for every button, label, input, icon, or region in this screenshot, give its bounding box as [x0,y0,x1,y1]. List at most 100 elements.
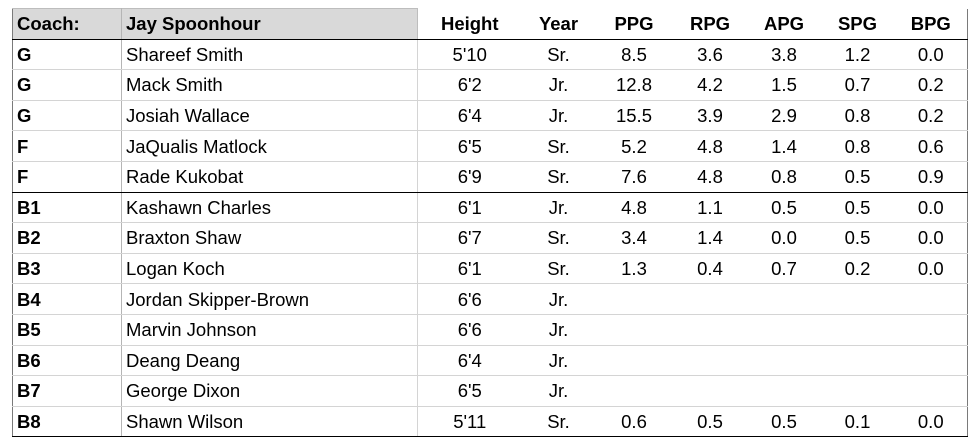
player-name: George Dixon [121,375,418,407]
ppg-cell: 8.5 [595,39,673,71]
position-cell: B8 [12,406,122,438]
year-cell: Jr. [521,314,596,346]
player-name: Shawn Wilson [121,406,418,438]
rpg-cell: 3.9 [672,100,748,132]
bpg-cell [894,375,968,407]
height-cell: 6'9 [417,161,522,193]
ppg-cell: 3.4 [595,222,673,254]
spg-cell: 0.8 [820,130,895,162]
ppg-cell [595,345,673,377]
ppg-cell: 1.3 [595,253,673,285]
apg-cell: 0.7 [747,253,821,285]
ppg-cell: 12.8 [595,69,673,101]
bpg-cell: 0.0 [894,39,968,71]
player-name: Kashawn Charles [121,192,418,224]
height-cell: 6'1 [417,192,522,224]
player-row: B3 Logan Koch 6'1 Sr. 1.3 0.4 0.7 0.2 0.0 [12,253,968,285]
column-header-ppg: PPG [595,8,673,40]
height-cell: 5'11 [417,406,522,438]
rpg-cell: 1.4 [672,222,748,254]
position-cell: B1 [12,192,122,224]
header-row: Coach: Jay Spoonhour Height Year PPG RPG… [12,8,968,40]
bpg-cell: 0.2 [894,100,968,132]
player-row: F Rade Kukobat 6'9 Sr. 7.6 4.8 0.8 0.5 0.9 [12,161,968,193]
spg-cell: 1.2 [820,39,895,71]
bpg-cell: 0.0 [894,222,968,254]
height-cell: 5'10 [417,39,522,71]
height-cell: 6'4 [417,345,522,377]
coach-label: Coach: [12,8,122,40]
bpg-cell: 0.2 [894,69,968,101]
year-cell: Jr. [521,192,596,224]
height-cell: 6'6 [417,314,522,346]
column-header-bpg: BPG [894,8,968,40]
spg-cell: 0.5 [820,222,895,254]
bpg-cell [894,345,968,377]
player-row: G Shareef Smith 5'10 Sr. 8.5 3.6 3.8 1.2 0.0 [12,39,968,71]
player-name: Marvin Johnson [121,314,418,346]
ppg-cell: 15.5 [595,100,673,132]
height-cell: 6'2 [417,69,522,101]
position-cell: B7 [12,375,122,407]
rpg-cell [672,283,748,315]
rpg-cell: 3.6 [672,39,748,71]
position-cell: B4 [12,283,122,315]
player-row: B8 Shawn Wilson 5'11 Sr. 0.6 0.5 0.5 0.1 0.0 [12,406,968,438]
player-name: Rade Kukobat [121,161,418,193]
rpg-cell [672,345,748,377]
bpg-cell [894,283,968,315]
player-row: F JaQualis Matlock 6'5 Sr. 5.2 4.8 1.4 0.8 0.6 [12,130,968,162]
apg-cell: 0.5 [747,406,821,438]
bpg-cell: 0.9 [894,161,968,193]
rpg-cell: 0.5 [672,406,748,438]
player-row: B1 Kashawn Charles 6'1 Jr. 4.8 1.1 0.5 0.5 0.0 [12,192,968,224]
spg-cell: 0.1 [820,406,895,438]
year-cell: Sr. [521,161,596,193]
spg-cell [820,375,895,407]
apg-cell [747,345,821,377]
player-row: G Mack Smith 6'2 Jr. 12.8 4.2 1.5 0.7 0.2 [12,69,968,101]
apg-cell: 1.4 [747,130,821,162]
player-name: Jordan Skipper-Brown [121,283,418,315]
year-cell: Sr. [521,39,596,71]
year-cell: Jr. [521,69,596,101]
spg-cell: 0.8 [820,100,895,132]
player-row: B4 Jordan Skipper-Brown 6'6 Jr. [12,283,968,315]
rpg-cell [672,375,748,407]
position-cell: F [12,161,122,193]
coach-name: Jay Spoonhour [121,8,418,40]
roster-body: G Shareef Smith 5'10 Sr. 8.5 3.6 3.8 1.2 0.0 G Mac… [12,39,968,438]
player-row: B6 Deang Deang 6'4 Jr. [12,345,968,377]
apg-cell [747,283,821,315]
rpg-cell: 0.4 [672,253,748,285]
position-cell: G [12,100,122,132]
position-cell: B2 [12,222,122,254]
spg-cell: 0.2 [820,253,895,285]
ppg-cell [595,283,673,315]
column-header-rpg: RPG [672,8,748,40]
rpg-cell: 4.8 [672,130,748,162]
player-row: G Josiah Wallace 6'4 Jr. 15.5 3.9 2.9 0.8 0.2 [12,100,968,132]
apg-cell [747,314,821,346]
apg-cell [747,375,821,407]
height-cell: 6'7 [417,222,522,254]
apg-cell: 0.8 [747,161,821,193]
spg-cell: 0.5 [820,161,895,193]
rpg-cell [672,314,748,346]
year-cell: Sr. [521,253,596,285]
rpg-cell: 4.2 [672,69,748,101]
player-name: Logan Koch [121,253,418,285]
year-cell: Jr. [521,375,596,407]
height-cell: 6'4 [417,100,522,132]
height-cell: 6'5 [417,130,522,162]
rpg-cell: 1.1 [672,192,748,224]
height-cell: 6'6 [417,283,522,315]
apg-cell: 0.5 [747,192,821,224]
column-header-apg: APG [747,8,821,40]
column-header-height: Height [417,8,522,40]
apg-cell: 2.9 [747,100,821,132]
player-name: Deang Deang [121,345,418,377]
column-header-spg: SPG [820,8,895,40]
bpg-cell: 0.6 [894,130,968,162]
player-row: B5 Marvin Johnson 6'6 Jr. [12,314,968,346]
